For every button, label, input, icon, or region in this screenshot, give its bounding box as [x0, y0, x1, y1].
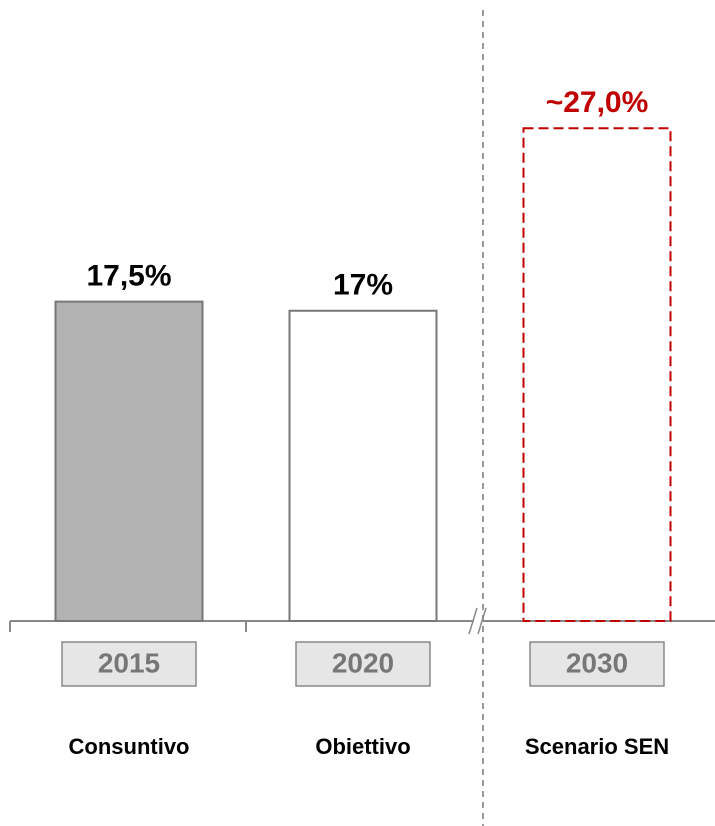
value-label: ~27,0%	[546, 86, 649, 119]
x-tick-label: 2030	[566, 647, 628, 678]
bar	[54, 300, 204, 622]
bar	[288, 309, 438, 622]
value-label: 17%	[333, 269, 393, 302]
value-label: 17,5%	[86, 260, 171, 293]
category-sublabel: Scenario SEN	[525, 734, 669, 759]
category-sublabel: Consuntivo	[69, 734, 190, 759]
category-box	[295, 641, 431, 687]
axis-break	[477, 607, 487, 635]
category-box	[529, 641, 665, 687]
bar	[522, 127, 672, 622]
category-box	[61, 641, 197, 687]
x-tick-label: 2020	[332, 647, 394, 678]
axis-break-gap	[474, 612, 482, 632]
axis-break	[468, 607, 478, 635]
category-sublabel: Obiettivo	[315, 734, 410, 759]
x-tick-label: 2015	[98, 647, 160, 678]
